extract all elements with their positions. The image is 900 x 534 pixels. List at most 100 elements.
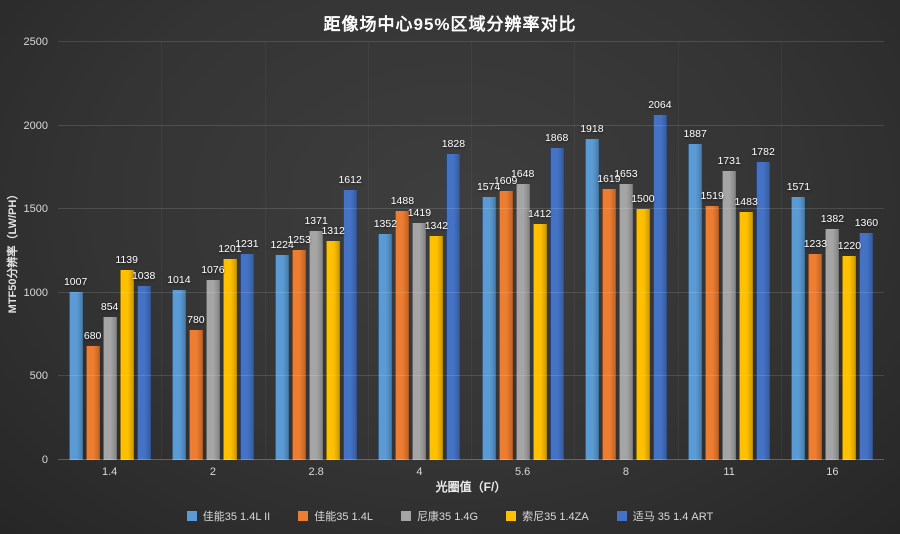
- bar-column: 1571: [787, 42, 810, 460]
- bar-索尼35 1.4ZA-2.8: [326, 241, 341, 460]
- bar-column: 1731: [717, 42, 741, 460]
- bar-column: 1371: [304, 42, 328, 460]
- bar-value-label: 1519: [700, 190, 724, 202]
- bar-column: 2064: [648, 42, 672, 460]
- bar-value-label: 1139: [115, 254, 138, 266]
- legend-label: 适马 35 1.4 ART: [632, 511, 714, 523]
- bar-value-label: 1488: [390, 195, 415, 207]
- legend-label: 索尼35 1.4ZA: [522, 511, 589, 523]
- bar-column: 1609: [494, 42, 517, 460]
- bar-value-label: 1312: [321, 225, 345, 237]
- bar-column: 854: [100, 42, 119, 460]
- bar-value-label: 1918: [580, 123, 604, 135]
- bar-适马 35 1.4 ART-5.6: [549, 148, 564, 460]
- bar-column: 1782: [751, 42, 775, 460]
- bar-佳能35 1.4L II-4: [378, 234, 393, 460]
- gridline-y-1000: [58, 291, 884, 293]
- bar-column: 1500: [631, 42, 655, 460]
- legend-item-佳能35 1.4L II: 佳能35 1.4L II: [186, 508, 270, 524]
- y-tick-label-1500: 1500: [23, 203, 48, 216]
- bar-佳能35 1.4L-8: [601, 189, 616, 460]
- chart-title: 距像场中心95%区域分辨率对比: [323, 15, 577, 34]
- bar-groups: 1007 680 854 1139 1038 1.4 1014 780 1076 1201 1231…: [58, 42, 884, 478]
- gridline-x-separator: [574, 42, 576, 460]
- gridline-y-2500: [58, 41, 884, 42]
- bar-适马 35 1.4 ART-16: [859, 233, 874, 460]
- gridline-y-500: [58, 375, 884, 377]
- bar-索尼35 1.4ZA-11: [739, 212, 754, 460]
- bar-适马 35 1.4 ART-1.4: [136, 286, 151, 460]
- y-tick-label-500: 500: [29, 370, 48, 383]
- bar-value-label: 1360: [854, 217, 879, 229]
- legend-item-尼康35 1.4G: 尼康35 1.4G: [400, 508, 478, 524]
- bar-group-4: 1352 1488 1419 1342 1828 4: [368, 42, 471, 478]
- bar-column: 1868: [545, 42, 568, 460]
- bar-column: 1653: [614, 42, 638, 460]
- legend-item-佳能35 1.4L: 佳能35 1.4L: [298, 508, 373, 524]
- bar-佳能35 1.4L-5.6: [498, 191, 513, 460]
- bar-value-label: 1868: [544, 132, 569, 144]
- bar-column: 1220: [838, 42, 861, 460]
- bar-column: 1312: [321, 42, 345, 460]
- bar-column: 1887: [683, 42, 707, 460]
- bar-column: 1139: [115, 42, 138, 460]
- bar-column: 1519: [700, 42, 724, 460]
- bar-value-label: 1076: [201, 264, 225, 276]
- legend-label: 佳能35 1.4L: [314, 511, 373, 523]
- bar-value-label: 1571: [786, 181, 811, 193]
- x-tick-label-4: 4: [416, 466, 423, 478]
- gridline-x-separator: [471, 42, 472, 460]
- x-tick-label-2: 2: [209, 466, 216, 478]
- bar-column: 1076: [201, 42, 225, 460]
- bar-佳能35 1.4L-2.8: [292, 250, 307, 460]
- bar-column: 1224: [270, 42, 294, 460]
- y-tick-label-0: 0: [41, 454, 48, 466]
- bar-尼康35 1.4G-1.4: [102, 317, 117, 460]
- y-tick-label-2000: 2000: [23, 119, 48, 132]
- bar-尼康35 1.4G-8: [618, 184, 633, 460]
- bar-尼康35 1.4G-5.6: [515, 184, 530, 460]
- bar-value-label: 1648: [510, 168, 535, 180]
- x-axis-title: 光圈值（F/）: [435, 480, 507, 494]
- gridline-x-separator: [780, 42, 782, 460]
- bar-column: 1419: [408, 42, 431, 460]
- legend-swatch-icon: [616, 511, 627, 521]
- bar-value-label: 1887: [683, 128, 707, 140]
- bar-value-label: 2064: [648, 99, 672, 111]
- bar-佳能35 1.4L II-8: [584, 139, 599, 460]
- bar-value-label: 1014: [167, 274, 191, 286]
- bar-佳能35 1.4L-4: [395, 211, 410, 460]
- x-tick-label-11: 11: [723, 466, 735, 478]
- legend-swatch-icon: [400, 511, 411, 521]
- x-tick-label-1.4: 1.4: [101, 466, 118, 478]
- bar-value-label: 1828: [441, 138, 466, 150]
- bar-value-label: 1231: [235, 238, 259, 250]
- bar-索尼35 1.4ZA-8: [635, 209, 650, 460]
- legend-swatch-icon: [298, 511, 309, 521]
- bar-column: 1574: [477, 42, 500, 460]
- bar-value-label: 680: [83, 330, 102, 342]
- bar-value-label: 1483: [734, 196, 758, 208]
- bar-尼康35 1.4G-16: [825, 229, 840, 460]
- bar-value-label: 854: [100, 301, 119, 313]
- bar-索尼35 1.4ZA-4: [429, 236, 444, 460]
- bar-value-label: 1371: [304, 215, 328, 227]
- bar-group-2.8: 1224 1253 1371 1312 1612 2.8: [265, 42, 368, 478]
- bar-value-label: 1038: [131, 270, 156, 282]
- bar-尼康35 1.4G-2: [205, 280, 220, 460]
- gridline-x-separator: [367, 42, 369, 460]
- bar-column: 1918: [580, 42, 604, 460]
- bar-column: 1007: [64, 42, 87, 460]
- bar-索尼35 1.4ZA-5.6: [532, 224, 547, 460]
- legend: 佳能35 1.4L II 佳能35 1.4L 尼康35 1.4G 索尼35 1.4ZA…: [0, 508, 900, 524]
- plot-area: MTF50分辨率（LW/PH） 1007 680 854 1139 1038 1.4 101…: [7, 36, 884, 478]
- bar-value-label: 1253: [287, 234, 311, 246]
- bar-value-label: 1352: [373, 218, 398, 230]
- bar-佳能35 1.4L-2: [188, 330, 203, 460]
- bar-column: 1231: [235, 42, 259, 460]
- bar-column: 1612: [338, 42, 362, 460]
- bar-尼康35 1.4G-11: [722, 171, 737, 460]
- gridline-y-0: [58, 459, 884, 460]
- bar-group-2: 1014 780 1076 1201 1231 2: [161, 42, 264, 478]
- bar-尼康35 1.4G-2.8: [309, 231, 324, 460]
